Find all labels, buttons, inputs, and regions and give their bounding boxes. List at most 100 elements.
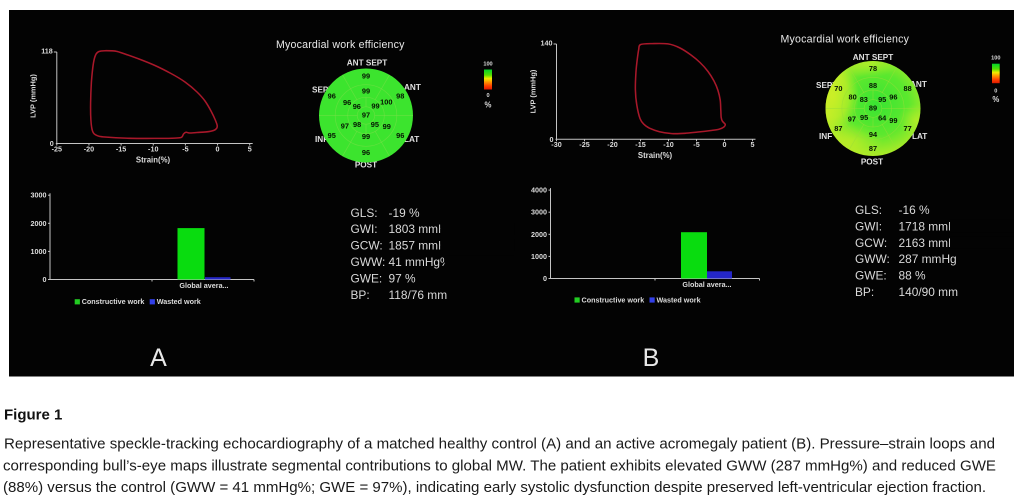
svg-text:ANT SEPT: ANT SEPT <box>853 53 894 62</box>
svg-text:-20: -20 <box>84 144 94 153</box>
svg-text:0: 0 <box>994 89 997 95</box>
svg-text:83: 83 <box>860 95 868 104</box>
svg-text:97: 97 <box>362 110 370 119</box>
svg-text:GWI:: GWI: <box>855 219 882 233</box>
svg-text:LVP (mmHg): LVP (mmHg) <box>529 69 538 113</box>
svg-text:GWW:: GWW: <box>855 252 890 266</box>
svg-text:-16 %: -16 % <box>899 203 930 217</box>
svg-text:1000: 1000 <box>531 252 547 261</box>
svg-text:0: 0 <box>543 274 547 283</box>
svg-text:96: 96 <box>396 131 404 140</box>
svg-text:Representative speckle-trackin: Representative speckle-tracking echocard… <box>4 436 995 453</box>
svg-text:99: 99 <box>362 132 370 141</box>
svg-text:3000: 3000 <box>531 208 547 217</box>
svg-text:88 %: 88 % <box>899 269 927 283</box>
svg-text:-15: -15 <box>635 140 645 149</box>
svg-text:96: 96 <box>362 148 370 157</box>
svg-text:-30: -30 <box>551 140 561 149</box>
svg-text:97: 97 <box>848 114 856 123</box>
svg-text:GLS:: GLS: <box>855 203 882 217</box>
svg-text:89: 89 <box>869 103 877 112</box>
svg-text:2000: 2000 <box>531 230 547 239</box>
svg-text:96: 96 <box>353 102 361 111</box>
svg-text:97 %: 97 % <box>389 271 417 285</box>
svg-text:88: 88 <box>904 84 912 93</box>
svg-text:GWI:: GWI: <box>351 222 378 236</box>
svg-text:97: 97 <box>341 121 349 130</box>
svg-text:-19 %: -19 % <box>389 206 420 220</box>
svg-text:95: 95 <box>371 120 379 129</box>
svg-text:SEPT: SEPT <box>312 86 333 95</box>
svg-text:B: B <box>643 344 660 372</box>
svg-text:Wasted work: Wasted work <box>657 295 701 304</box>
svg-text:140: 140 <box>541 39 553 48</box>
svg-text:1000: 1000 <box>31 247 47 256</box>
svg-text:GWE:: GWE: <box>351 271 383 285</box>
svg-text:0: 0 <box>723 140 727 149</box>
svg-text:87: 87 <box>834 124 842 133</box>
svg-text:ANT SEPT: ANT SEPT <box>347 59 388 68</box>
svg-text:0: 0 <box>216 144 220 153</box>
svg-text:99: 99 <box>362 72 370 81</box>
svg-text:LAT: LAT <box>404 135 419 144</box>
svg-text:Wasted work: Wasted work <box>157 297 201 306</box>
svg-text:5: 5 <box>751 140 755 149</box>
svg-text:1718 mmH: 1718 mmH <box>899 219 957 233</box>
svg-text:0: 0 <box>50 139 54 148</box>
svg-text:5: 5 <box>248 144 252 153</box>
svg-text:-25: -25 <box>579 140 589 149</box>
svg-text:BP:: BP: <box>855 285 874 299</box>
svg-text:94: 94 <box>869 130 878 139</box>
svg-text:Global avera...: Global avera... <box>179 281 228 290</box>
svg-text:-5: -5 <box>182 144 188 153</box>
svg-text:-25: -25 <box>52 144 62 153</box>
svg-text:0: 0 <box>550 135 554 144</box>
svg-text:Constructive work: Constructive work <box>582 295 645 304</box>
svg-text:-10: -10 <box>663 140 673 149</box>
svg-text:%: % <box>992 95 999 104</box>
svg-text:GCW:: GCW: <box>855 236 887 250</box>
svg-text:-5: -5 <box>693 140 699 149</box>
svg-text:INF: INF <box>819 132 832 141</box>
svg-text:95: 95 <box>860 113 868 122</box>
svg-text:GLS:: GLS: <box>351 206 378 220</box>
svg-text:POST: POST <box>355 161 377 170</box>
svg-text:99: 99 <box>383 122 391 131</box>
svg-text:287 mmHg: 287 mmHg <box>899 252 957 266</box>
svg-text:(88%) versus the control (GWW: (88%) versus the control (GWW = 41 mmHg%… <box>3 479 986 496</box>
svg-text:LVP (mmHg): LVP (mmHg) <box>29 74 38 118</box>
svg-text:99: 99 <box>889 116 897 125</box>
svg-text:INF: INF <box>315 135 328 144</box>
svg-text:95: 95 <box>328 131 336 140</box>
svg-text:64: 64 <box>878 113 887 122</box>
svg-text:1803 mmH: 1803 mmH <box>389 222 447 236</box>
svg-text:100: 100 <box>380 97 392 106</box>
svg-text:118: 118 <box>41 47 53 56</box>
svg-text:95: 95 <box>878 95 886 104</box>
svg-text:0: 0 <box>486 93 489 99</box>
svg-text:70: 70 <box>834 84 842 93</box>
svg-text:96: 96 <box>889 92 897 101</box>
svg-text:GWW:: GWW: <box>351 255 386 269</box>
svg-text:96: 96 <box>343 98 351 107</box>
svg-text:2163 mmH: 2163 mmH <box>899 236 957 250</box>
svg-text:A: A <box>150 344 167 372</box>
svg-text:3000: 3000 <box>31 191 47 200</box>
svg-text:99: 99 <box>362 87 370 96</box>
svg-text:-10: -10 <box>148 144 158 153</box>
svg-text:POST: POST <box>861 158 883 167</box>
svg-text:Strain(%): Strain(%) <box>136 155 171 164</box>
svg-text:Myocardial work efficiency: Myocardial work efficiency <box>276 39 405 51</box>
svg-text:corresponding bull’s-eye maps: corresponding bull’s-eye maps illustrate… <box>3 457 996 474</box>
svg-text:98: 98 <box>353 120 361 129</box>
svg-text:99: 99 <box>371 102 379 111</box>
svg-text:2000: 2000 <box>31 219 47 228</box>
svg-text:98: 98 <box>396 91 404 100</box>
svg-text:ANT: ANT <box>404 83 421 92</box>
svg-text:87: 87 <box>869 144 877 153</box>
svg-text:Figure 1: Figure 1 <box>4 407 62 424</box>
svg-text:Strain(%): Strain(%) <box>638 151 673 160</box>
svg-text:77: 77 <box>904 124 912 133</box>
svg-text:118/76 mm: 118/76 mm <box>389 288 448 302</box>
svg-text:-15: -15 <box>116 144 126 153</box>
